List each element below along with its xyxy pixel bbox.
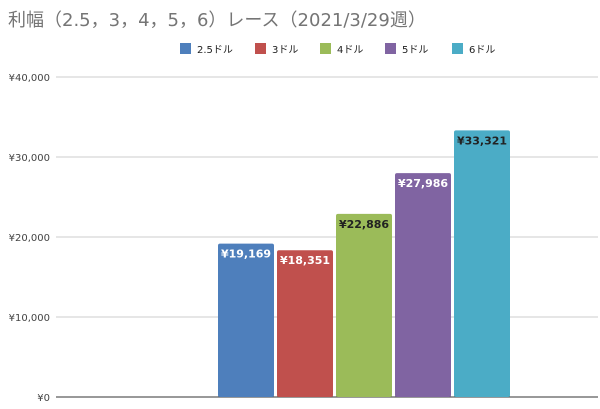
bar-value-label: ¥22,886 <box>339 218 389 231</box>
legend-label: 5ドル <box>402 45 428 56</box>
y-tick-label: ¥40,000 <box>9 73 50 84</box>
y-axis-ticks: ¥0 ¥10,000 ¥20,000 ¥30,000 ¥40,000 <box>9 73 50 404</box>
bar <box>395 173 451 397</box>
bar <box>218 243 274 397</box>
bar-value-label: ¥19,169 <box>221 248 271 261</box>
y-tick-label: ¥0 <box>37 393 50 404</box>
data-labels: ¥19,169 ¥18,351 ¥22,886 ¥27,986 ¥33,321 <box>221 134 507 267</box>
bars <box>218 130 510 397</box>
y-tick-label: ¥20,000 <box>9 233 50 244</box>
legend-label: 3ドル <box>272 45 298 56</box>
legend: 2.5ドル 3ドル 4ドル 5ドル 6ドル <box>180 43 495 56</box>
legend-label: 6ドル <box>469 45 495 56</box>
legend-swatch <box>180 43 191 54</box>
bar-value-label: ¥33,321 <box>457 134 507 147</box>
legend-label: 4ドル <box>337 45 363 56</box>
legend-swatch <box>385 43 396 54</box>
legend-swatch <box>452 43 463 54</box>
legend-swatch <box>255 43 266 54</box>
bar <box>277 250 333 397</box>
bar <box>336 213 392 397</box>
legend-label: 2.5ドル <box>197 45 233 56</box>
bar-value-label: ¥18,351 <box>280 254 330 267</box>
y-tick-label: ¥10,000 <box>9 313 50 324</box>
y-tick-label: ¥30,000 <box>9 153 50 164</box>
chart-title: 利幅（2.5，3，4，5，6）レース（2021/3/29週） <box>8 10 426 31</box>
bar <box>454 130 510 397</box>
bar-value-label: ¥27,986 <box>398 177 448 190</box>
legend-swatch <box>320 43 331 54</box>
